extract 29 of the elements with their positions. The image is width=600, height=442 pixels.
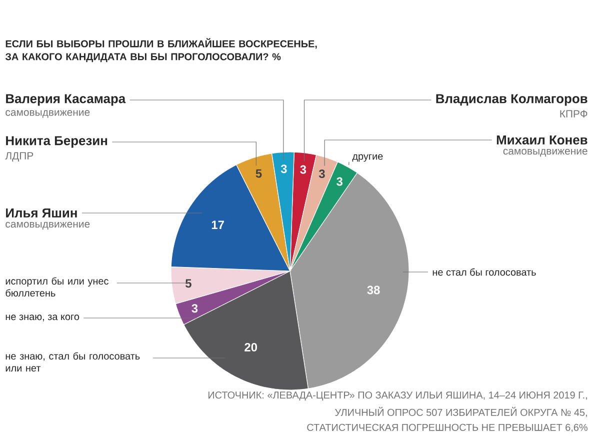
slice-label: Владислав Колмагоров xyxy=(436,94,588,106)
data-label: 3 xyxy=(192,304,198,313)
slice-label: испортил бы или унес бюллетень xyxy=(6,277,108,297)
slice-label: Илья Яшин xyxy=(6,208,77,218)
data-label: 3 xyxy=(318,170,325,178)
data-label: 3 xyxy=(336,177,343,186)
chart-title: ЕСЛИ БЫ ВЫБОРЫ ПРОШЛИ В БЛИЖАЙШЕЕ ВОСКРЕСЕНЬЕ, ЗА КАКОГО КАНДИДАТА ВЫ БЫ ПРОГОЛОСОВАЛИ? % xyxy=(5,38,317,62)
slice-label: Валерия Касамара xyxy=(6,94,126,106)
data-label: 5 xyxy=(185,279,192,288)
slice-label: Никита Березин xyxy=(6,136,108,148)
data-label: 3 xyxy=(300,165,306,174)
slice-label: другие xyxy=(352,154,383,162)
text: ИСТОЧНИК: «ЛЕВАДА-ЦЕНТР» ПО ЗАКАЗУ ИЛЬИ ЯШИНА, 14–24 ИЮНЯ 2019 Г., xyxy=(208,392,587,400)
data-label: 20 xyxy=(244,342,257,352)
text: самовыдвижение xyxy=(6,222,90,230)
data-label: 38 xyxy=(367,286,380,294)
text: самовыдвижение xyxy=(6,110,90,118)
data-label: 3 xyxy=(280,164,287,174)
text: КПРФ xyxy=(560,110,588,118)
text: ЛДПР xyxy=(5,152,34,162)
slice-label: не стал бы голосовать xyxy=(432,268,536,276)
slice-label: Михаил Конев xyxy=(496,135,588,145)
text: СТАТИСТИЧЕСКАЯ ПОГРЕШНОСТЬ НЕ ПРЕВЫШАЕТ 6,6% xyxy=(307,424,588,432)
slice-label: не знаю, стал бы голосовать или нет xyxy=(6,352,140,372)
text: УЛИЧНЫЙ ОПРОС 507 ИЗБИРАТЕЛЕЙ ОКРУГА № 45, xyxy=(335,406,587,418)
data-label: 5 xyxy=(256,169,262,178)
slice-label: не знаю, за кого xyxy=(6,314,80,322)
text: самовыдвижение xyxy=(503,148,588,157)
data-label: 17 xyxy=(212,220,224,229)
